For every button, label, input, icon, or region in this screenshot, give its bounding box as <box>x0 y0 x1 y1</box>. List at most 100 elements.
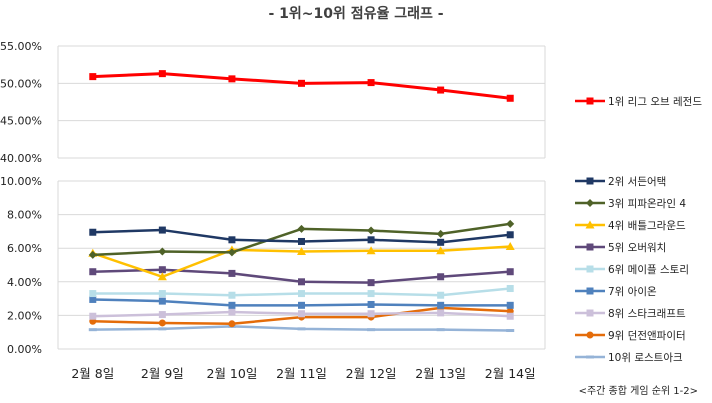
data-point <box>297 224 306 233</box>
data-point <box>158 70 166 78</box>
data-point <box>437 291 445 299</box>
x-tick-label: 2월 13일 <box>415 366 466 381</box>
data-point <box>158 226 166 234</box>
legend-label: 5위 오버워치 <box>608 241 666 254</box>
legend-label: 8위 스타크래프트 <box>608 307 686 320</box>
chart-title: - 1위~10위 점유율 그래프 - <box>268 6 444 22</box>
data-point <box>88 250 97 259</box>
data-point <box>89 290 97 298</box>
data-point <box>586 97 594 105</box>
data-point <box>367 310 375 318</box>
data-point <box>228 291 236 299</box>
data-point <box>586 309 594 317</box>
y-tick-label: 2.00% <box>7 309 42 322</box>
data-point <box>298 79 305 87</box>
y-tick-label: 40.00% <box>0 152 42 165</box>
data-point <box>506 94 514 102</box>
y-tick-label: 8.00% <box>7 209 42 222</box>
y-tick-label: 6.00% <box>7 242 42 255</box>
legend-item: 1위 리그 오브 레전드 <box>575 95 702 108</box>
series <box>89 295 514 309</box>
legend-label: 6위 메이플 스토리 <box>608 263 689 276</box>
legend-label: 1위 리그 오브 레전드 <box>608 95 702 108</box>
legend-layer: 1위 리그 오브 레전드 2위 서든어택 3위 피파온라인 4 4위 배틀그라운드 5위… <box>575 95 702 364</box>
data-point <box>505 242 515 251</box>
data-point <box>228 308 236 316</box>
data-point <box>89 228 97 236</box>
data-point <box>89 312 97 320</box>
data-point <box>158 297 166 305</box>
y-tick-label: 4.00% <box>7 276 42 289</box>
data-point <box>586 355 594 359</box>
x-tick-label: 2월 8일 <box>71 366 114 381</box>
series <box>88 324 515 333</box>
data-point <box>506 268 514 276</box>
data-point <box>437 309 445 317</box>
data-point <box>158 327 167 331</box>
series <box>89 285 514 299</box>
data-point <box>506 312 514 320</box>
data-point <box>367 79 375 87</box>
legend-label: 4위 배틀그라운드 <box>608 219 686 232</box>
data-point <box>586 331 594 339</box>
footnote: <주간 종합 게임 순위 1-2> <box>578 386 698 397</box>
data-point <box>298 301 305 309</box>
series <box>89 70 514 102</box>
data-point <box>158 319 166 327</box>
data-point <box>586 287 594 295</box>
data-point <box>297 327 306 331</box>
y-tick-label: 55.00% <box>0 40 42 53</box>
data-point <box>228 320 236 328</box>
data-point <box>506 219 515 228</box>
legend-item: 7위 아이온 <box>575 285 657 298</box>
data-point <box>158 266 166 274</box>
x-tick-label: 2월 14일 <box>485 366 536 381</box>
data-point <box>298 237 305 245</box>
data-point <box>506 301 514 309</box>
data-point <box>506 231 514 239</box>
data-point <box>297 247 306 256</box>
x-tick-label: 2월 12일 <box>346 366 397 381</box>
data-point <box>437 273 445 281</box>
legend-item: 9위 던전앤파이터 <box>575 329 686 342</box>
data-point <box>367 300 375 308</box>
y-tick-label: 45.00% <box>0 115 42 128</box>
data-point <box>437 301 445 309</box>
data-point <box>586 199 594 207</box>
data-point <box>436 328 445 332</box>
legend-item: 4위 배틀그라운드 <box>575 219 686 232</box>
legend-label: 3위 피파온라인 4 <box>608 197 686 210</box>
legend-item: 10위 로스트아크 <box>575 351 683 364</box>
data-point <box>158 290 166 298</box>
data-point <box>228 301 236 309</box>
x-tick-label: 2월 10일 <box>207 366 258 381</box>
legend-item: 6위 메이플 스토리 <box>575 263 689 276</box>
legend-item: 2위 서든어택 <box>575 175 666 188</box>
legend-label: 7위 아이온 <box>608 285 657 298</box>
legend-label: 2위 서든어택 <box>608 175 666 188</box>
data-point <box>228 269 236 277</box>
legend-item: 8위 스타크래프트 <box>575 307 686 320</box>
data-point <box>436 229 445 238</box>
data-point <box>298 290 305 298</box>
data-point <box>228 236 236 244</box>
data-point <box>586 177 594 185</box>
data-point <box>367 236 375 244</box>
data-point <box>437 238 445 246</box>
series <box>89 308 514 320</box>
legend-item: 3위 피파온라인 4 <box>575 197 686 210</box>
data-point <box>436 246 446 255</box>
data-point <box>506 329 515 333</box>
series <box>89 226 514 246</box>
data-point <box>367 279 375 287</box>
legend-item: 5위 오버워치 <box>575 241 666 254</box>
data-point <box>158 311 166 319</box>
data-point <box>298 278 305 286</box>
data-point <box>158 247 167 256</box>
data-point <box>367 226 376 235</box>
axis-layer: 55.00% 50.00% 45.00% 40.00% 10.00% 8.00% 6.00%… <box>0 40 536 381</box>
data-point <box>89 295 97 303</box>
data-point <box>586 265 594 273</box>
x-tick-label: 2월 11일 <box>276 366 327 381</box>
